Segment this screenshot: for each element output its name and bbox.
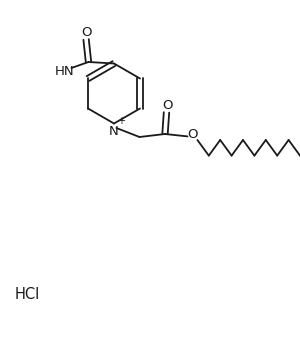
Text: +: + (117, 116, 124, 126)
Text: O: O (81, 26, 91, 39)
Text: HN: HN (55, 66, 74, 79)
Text: O: O (162, 99, 173, 112)
Text: O: O (187, 128, 197, 141)
Text: N: N (109, 125, 119, 138)
Text: HCl: HCl (15, 287, 40, 302)
